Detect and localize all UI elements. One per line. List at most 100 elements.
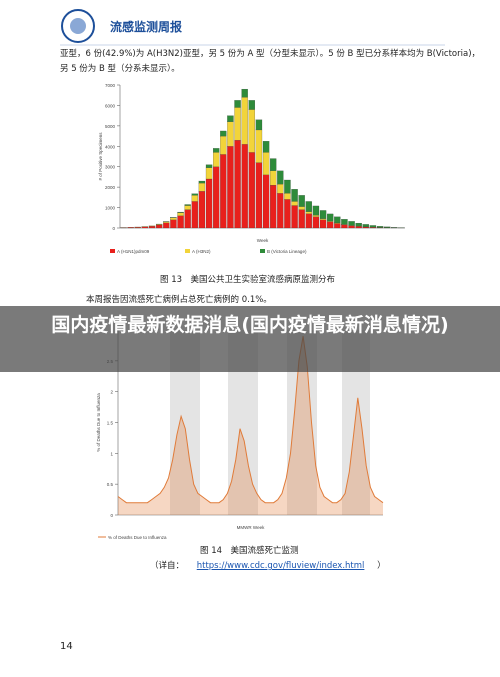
- x-axis-label: MMWR Week: [237, 525, 265, 530]
- bar-segment: [241, 88, 248, 98]
- bar-segment: [369, 225, 377, 228]
- y-tick-label: 3000: [105, 165, 116, 170]
- y-axis-label: # of Positive Specimens: [98, 132, 103, 181]
- y-tick-label: 2: [110, 390, 113, 395]
- bar-segment: [213, 148, 220, 153]
- figure-13: 0 1000 2000 3000 4000 5000 6000 7000 # of Positi…: [98, 83, 405, 254]
- bar-segment: [277, 170, 284, 185]
- y-tick-label: 1: [110, 451, 113, 456]
- bar-segment: [163, 221, 170, 223]
- overlay-title: 国内疫情最新数据消息(国内疫情最新消息情况): [51, 314, 449, 336]
- bar-segment: [262, 141, 270, 153]
- legend-swatch: [110, 249, 115, 253]
- bar-segment: [327, 220, 334, 222]
- y-tick-label: 2000: [105, 185, 116, 190]
- paragraph: 本周报告因流感死亡病例占总死亡病例的 0.1%。: [86, 295, 272, 305]
- bar-segment: [198, 182, 206, 192]
- logo: [61, 9, 95, 43]
- source-note: （详自： https://www.cdc.gov/fluview/index.h…: [150, 559, 386, 571]
- bar-segment: [163, 222, 170, 229]
- bar-segment: [305, 213, 312, 229]
- y-tick-label: 1.5: [107, 421, 114, 426]
- bar-segment: [305, 201, 312, 212]
- y-tick-label: 5000: [105, 124, 116, 129]
- bar-segment: [213, 152, 220, 167]
- bar-segment: [277, 183, 284, 194]
- bar-segment: [355, 222, 362, 227]
- bar-segment: [291, 189, 298, 202]
- y-tick-label: 0.5: [107, 482, 114, 487]
- bar-segment: [376, 226, 384, 228]
- page-number: 14: [60, 641, 73, 652]
- bar-segment: [148, 226, 156, 229]
- bar-segment: [362, 226, 369, 229]
- bar-segment: [234, 100, 241, 108]
- bar-segment: [291, 201, 298, 206]
- bar-segment: [341, 219, 348, 225]
- bar-segment: [334, 216, 341, 223]
- paragraph: 另 5 份为 B 型（分系未显示）。: [60, 64, 180, 74]
- line-area: [118, 336, 383, 515]
- legend-label: A (H3N2): [192, 249, 211, 254]
- bar-segment: [241, 144, 248, 229]
- bar-segment: [234, 140, 241, 229]
- bar-segment: [177, 211, 184, 213]
- bar-segment: [355, 226, 362, 229]
- figure-caption: 图 13 美国公共卫生实验室流感病原监测分布: [160, 275, 336, 285]
- bar-segment: [384, 226, 391, 228]
- bar-segment: [298, 195, 305, 207]
- bar-segment: [227, 121, 234, 147]
- header-title: 流感监测周报: [110, 20, 183, 34]
- bar-segment: [191, 201, 198, 229]
- bar-segment: [205, 164, 213, 168]
- line: [117, 336, 384, 504]
- bar-segment: [220, 130, 227, 137]
- bar-segment: [284, 179, 291, 194]
- x-axis-label: Week: [257, 238, 269, 243]
- bar-segment: [248, 109, 255, 153]
- bar-segment: [262, 174, 270, 229]
- bar-segment: [177, 215, 184, 229]
- y-tick-label: 7000: [105, 83, 116, 88]
- bar-segment: [284, 193, 291, 200]
- bar-segment: [213, 166, 220, 229]
- bar-segment: [184, 204, 191, 206]
- bar-segment: [298, 209, 305, 229]
- source-label: （详自：: [150, 561, 185, 571]
- logo-inner: [70, 18, 86, 34]
- bar-segment: [191, 193, 198, 196]
- bar-segment: [341, 224, 348, 229]
- paragraph: 亚型，6 份(42.9%)为 A(H3N2)亚型，另 5 份为 A 型（分型未显…: [60, 49, 481, 59]
- y-tick-label: 4000: [105, 144, 116, 149]
- bar-segment: [134, 227, 141, 229]
- bar-segment: [198, 180, 206, 184]
- bar-segment: [312, 216, 320, 229]
- bar-segment: [312, 205, 320, 216]
- bar-segment: [255, 129, 263, 163]
- bar-segment: [248, 152, 255, 229]
- bar-segment: [227, 146, 234, 229]
- bar-segment: [255, 162, 263, 229]
- bar-segment: [156, 224, 163, 229]
- legend-label: A (H1N1)pdm09: [117, 249, 150, 254]
- y-tick-label: 1000: [105, 206, 116, 211]
- bar-segment: [156, 224, 163, 226]
- bar-segment: [334, 223, 341, 229]
- y-tick-label: 0: [112, 226, 115, 231]
- bar-segment: [227, 115, 234, 122]
- bar-segment: [312, 215, 320, 217]
- bar-segment: [362, 224, 369, 227]
- legend-label: B (Victoria Lineage): [267, 249, 307, 254]
- bar-segment: [241, 97, 248, 145]
- source-close: ）: [377, 561, 386, 571]
- y-tick-label: 6000: [105, 103, 116, 108]
- bar-segment: [262, 152, 270, 175]
- source-link[interactable]: https://www.cdc.gov/fluview/index.html: [196, 561, 365, 571]
- bar-segment: [141, 226, 149, 229]
- bar-segment: [277, 193, 284, 229]
- legend-swatch: [260, 249, 265, 253]
- bar-segment: [220, 154, 227, 229]
- bar-segment: [319, 210, 327, 219]
